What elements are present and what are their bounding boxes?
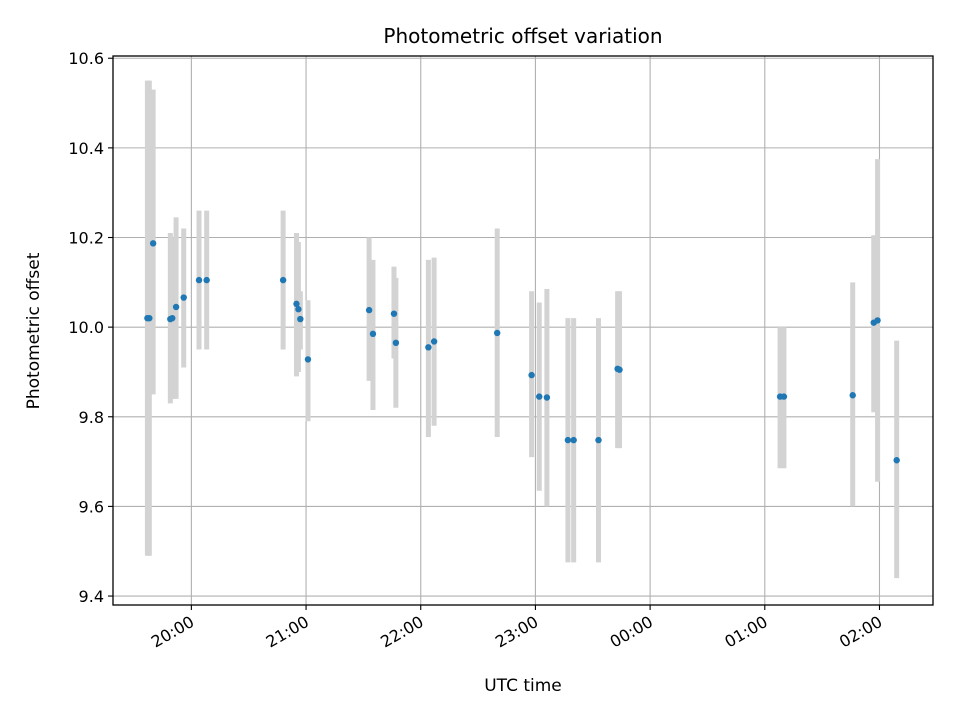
y-tick-label: 9.6: [79, 497, 104, 516]
data-point: [893, 457, 900, 464]
data-point: [180, 294, 187, 301]
data-point: [203, 276, 210, 284]
data-point: [493, 329, 501, 337]
y-axis: 9.4 9.6 9.8 10.0 10.2 10.4 10.6: [68, 49, 113, 606]
y-tick-label: 10.4: [68, 139, 104, 158]
data-point: [369, 330, 377, 338]
data-point: [543, 394, 551, 401]
y-tick-label: 9.4: [79, 587, 104, 606]
y-axis-title: Photometric offset: [24, 252, 44, 409]
data-point: [430, 338, 438, 345]
data-point: [195, 276, 203, 284]
data-point: [146, 314, 153, 322]
data-point: [874, 317, 881, 324]
grid: [113, 56, 933, 605]
data-point: [780, 393, 788, 400]
plot-frame: [112, 55, 934, 606]
y-tick-label: 10.0: [68, 318, 104, 337]
data-points: [144, 240, 900, 464]
data-point: [425, 344, 432, 351]
data-point: [295, 306, 302, 313]
data-point: [536, 393, 543, 400]
x-axis-title: UTC time: [484, 676, 562, 696]
data-point: [564, 436, 572, 444]
data-point: [616, 366, 623, 373]
y-tick-label: 9.8: [79, 408, 104, 427]
data-point: [570, 436, 577, 444]
data-point: [169, 314, 176, 322]
data-point: [365, 306, 373, 314]
data-point: [279, 276, 287, 284]
data-point: [297, 315, 304, 323]
data-point: [172, 303, 180, 311]
data-point: [392, 339, 400, 347]
y-tick-label: 10.6: [68, 49, 104, 68]
y-tick-label: 10.2: [68, 229, 104, 248]
data-point: [849, 392, 856, 399]
data-point: [595, 436, 602, 444]
chart-title: Photometric offset variation: [383, 24, 662, 48]
data-point: [390, 310, 398, 317]
data-point: [293, 300, 300, 308]
data-point: [304, 356, 312, 363]
data-point: [528, 371, 535, 379]
data-point: [149, 240, 157, 247]
